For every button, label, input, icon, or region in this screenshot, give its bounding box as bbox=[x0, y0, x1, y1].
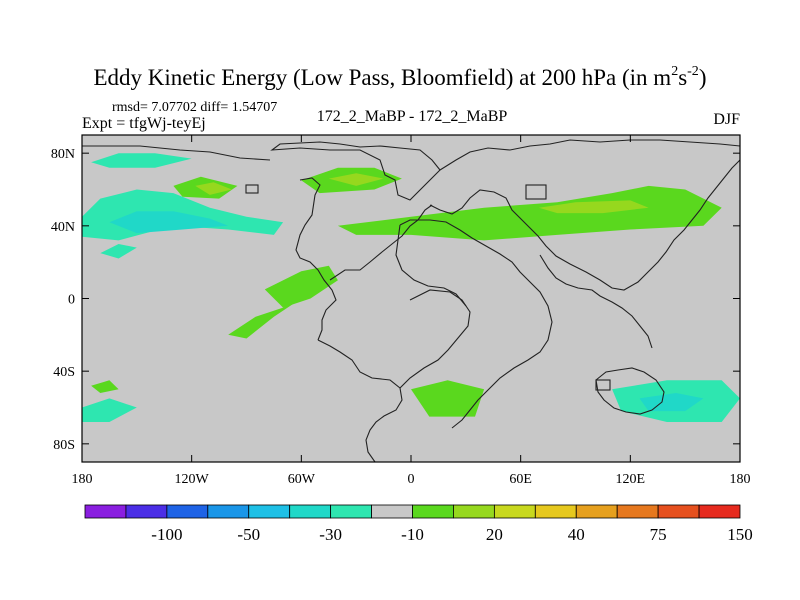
coastline-north-america-west bbox=[295, 177, 337, 341]
colorbar-box bbox=[657, 504, 700, 519]
coastline-africa-west bbox=[395, 224, 467, 307]
y-tick-label: 40S bbox=[53, 365, 75, 380]
y-tick-label: 80S bbox=[53, 438, 75, 453]
coastline-australia bbox=[595, 367, 665, 415]
colorbar-label: -30 bbox=[319, 525, 342, 544]
region-10 bbox=[264, 265, 338, 308]
colorbar-labels: -100 -50 -30 -10 20 40 75 150 bbox=[151, 525, 752, 544]
coastline-island-3 bbox=[595, 379, 611, 391]
region-2 bbox=[91, 153, 192, 168]
region-14 bbox=[411, 380, 485, 417]
coastline-island-2 bbox=[245, 184, 259, 194]
season-label: DJF bbox=[713, 111, 740, 128]
coastline-north-america bbox=[270, 141, 441, 201]
colorbar-box bbox=[248, 504, 291, 519]
coastline-south-america-east bbox=[399, 289, 471, 389]
region-8 bbox=[337, 185, 722, 241]
y-tick-label: 80N bbox=[51, 147, 75, 162]
anomaly-regions bbox=[82, 153, 740, 422]
coastline-island-1 bbox=[525, 184, 547, 200]
region-3 bbox=[100, 244, 137, 259]
coastline-gulf bbox=[329, 204, 433, 281]
colorbar-label: 20 bbox=[486, 525, 503, 544]
y-axis: 80N 40N 0 40S 80S bbox=[51, 147, 740, 453]
coastline-eurasia bbox=[439, 139, 740, 171]
x-tick-label: 180 bbox=[730, 472, 751, 487]
region-12 bbox=[82, 398, 137, 422]
x-tick-label: 60E bbox=[509, 472, 532, 487]
x-tick-label: 120W bbox=[175, 472, 210, 487]
chart-title: Eddy Kinetic Energy (Low Pass, Bloomfiel… bbox=[94, 64, 707, 90]
colorbar-box bbox=[125, 504, 168, 519]
x-tick-label: 120E bbox=[616, 472, 646, 487]
x-tick-label: 0 bbox=[408, 472, 415, 487]
colorbar-box bbox=[371, 504, 413, 519]
colorbar-box bbox=[412, 504, 454, 519]
colorbar-box bbox=[698, 504, 741, 519]
colorbar-box bbox=[616, 504, 659, 519]
region-7 bbox=[328, 173, 384, 186]
colorbar-box bbox=[207, 504, 250, 519]
x-tick-label: 180 bbox=[72, 472, 93, 487]
coastline-europe bbox=[429, 159, 740, 291]
colorbar-label: 150 bbox=[727, 525, 753, 544]
colorbar-label: -50 bbox=[237, 525, 260, 544]
colorbar-box bbox=[84, 504, 127, 519]
y-tick-label: 40N bbox=[51, 220, 75, 235]
region-1 bbox=[109, 211, 229, 234]
experiment-label: Expt = tfgWj-teyEj bbox=[82, 115, 206, 132]
colorbar-label: -10 bbox=[401, 525, 424, 544]
colorbar-box bbox=[493, 504, 536, 519]
y-tick-label: 0 bbox=[68, 293, 75, 308]
region-5 bbox=[195, 182, 232, 195]
colorbar bbox=[84, 504, 741, 519]
colorbar-label: -100 bbox=[151, 525, 182, 544]
colorbar-box bbox=[453, 504, 495, 519]
colorbar-box bbox=[330, 504, 372, 519]
coastline-africa bbox=[399, 219, 553, 429]
colorbar-box bbox=[289, 504, 332, 519]
colorbar-box bbox=[534, 504, 577, 519]
region-13 bbox=[91, 380, 119, 393]
coastline-antarctica-edge bbox=[82, 145, 271, 161]
x-axis: 180 120W 60W 0 60E 120E 180 bbox=[72, 135, 751, 487]
subtitle-label: 172_2_MaBP - 172_2_MaBP bbox=[317, 108, 508, 125]
x-tick-label: 60W bbox=[288, 472, 316, 487]
colorbar-label: 40 bbox=[568, 525, 585, 544]
region-11 bbox=[228, 298, 302, 339]
stats-label: rmsd= 7.07702 diff= 1.54707 bbox=[112, 100, 277, 115]
coastline-south-america bbox=[317, 339, 403, 462]
colorbar-box bbox=[575, 504, 618, 519]
colorbar-label: 75 bbox=[650, 525, 667, 544]
colorbar-box bbox=[166, 504, 209, 519]
coastline-asia-south bbox=[539, 254, 653, 349]
coastlines bbox=[82, 139, 740, 462]
region-9 bbox=[538, 200, 649, 214]
